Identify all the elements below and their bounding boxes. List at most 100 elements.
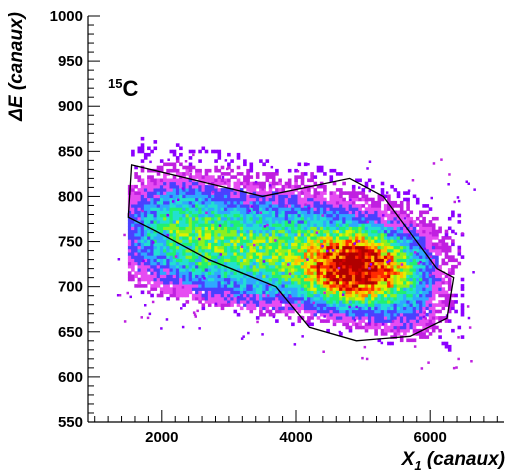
heatmap-cell — [355, 309, 359, 314]
heatmap-cell — [291, 322, 295, 327]
heatmap-cell — [140, 316, 143, 319]
heatmap-cell — [396, 274, 401, 279]
heatmap-cell — [383, 284, 388, 288]
heatmap-cell — [313, 181, 318, 186]
heatmap-cell — [409, 309, 414, 314]
heatmap-cell — [358, 207, 362, 211]
heatmap-cell — [166, 271, 170, 275]
heatmap-cell — [246, 248, 250, 253]
heatmap-cell — [348, 216, 353, 221]
heatmap-cell — [374, 325, 378, 330]
heatmap-cell — [422, 242, 426, 247]
heatmap-cell — [227, 213, 231, 218]
heatmap-cell — [300, 287, 305, 291]
heatmap-cell — [297, 252, 302, 256]
heatmap-cell — [275, 226, 279, 231]
heatmap-cell — [393, 252, 398, 256]
heatmap-cell — [297, 309, 302, 314]
heatmap-cell — [297, 280, 302, 285]
heatmap-cell — [236, 184, 241, 189]
heatmap-cell — [153, 274, 158, 279]
heatmap-cell — [127, 245, 132, 250]
heatmap-cell — [195, 168, 199, 173]
heatmap-cell — [265, 213, 270, 218]
heatmap-cell — [275, 258, 279, 263]
heatmap-cell — [406, 216, 410, 221]
heatmap-cell — [345, 226, 350, 231]
heatmap-cell — [300, 252, 305, 256]
heatmap-cell — [182, 277, 186, 282]
heatmap-cell — [291, 191, 295, 195]
heatmap-cell — [268, 271, 273, 275]
heatmap-cell — [204, 226, 209, 231]
heatmap-cell — [441, 277, 446, 282]
heatmap-cell — [278, 309, 282, 314]
heatmap-cell — [431, 242, 436, 247]
heatmap-cell — [207, 213, 212, 218]
heatmap-cell — [271, 204, 276, 208]
heatmap-cell — [198, 191, 202, 195]
heatmap-cell — [179, 213, 183, 218]
heatmap-cell — [204, 236, 209, 240]
heatmap-cell — [243, 184, 247, 189]
heatmap-cell — [239, 232, 244, 237]
heatmap-cell — [281, 236, 286, 240]
heatmap-cell — [371, 306, 375, 311]
heatmap-cell — [159, 207, 164, 211]
heatmap-cell — [172, 213, 177, 218]
heatmap-cell — [163, 162, 167, 167]
heatmap-cell — [211, 188, 215, 192]
heatmap-cell — [387, 274, 391, 279]
heatmap-cell — [367, 255, 372, 259]
heatmap-cell — [271, 216, 276, 221]
heatmap-cell — [239, 280, 244, 285]
heatmap-cell — [326, 271, 330, 275]
heatmap-cell — [227, 271, 231, 275]
heatmap-cell — [153, 181, 158, 186]
heatmap-cell — [319, 287, 324, 291]
heatmap-cell — [422, 210, 426, 215]
heatmap-cell — [332, 252, 337, 256]
heatmap-cell — [140, 184, 145, 189]
heatmap-cell — [207, 242, 212, 247]
heatmap-cell — [246, 181, 250, 186]
heatmap-cell — [287, 200, 292, 205]
heatmap-cell — [367, 213, 372, 218]
heatmap-cell — [297, 236, 302, 240]
heatmap-cell — [329, 175, 334, 179]
heatmap-cell — [438, 280, 442, 285]
heatmap-cell — [377, 284, 382, 288]
heatmap-cell — [396, 268, 401, 272]
heatmap-cell — [220, 239, 225, 243]
heatmap-cell — [175, 252, 180, 256]
heatmap-cell — [451, 213, 455, 218]
heatmap-cell — [355, 268, 359, 272]
heatmap-cell — [415, 293, 420, 298]
heatmap-cell — [435, 284, 439, 288]
heatmap-cell — [329, 200, 334, 205]
heatmap-cell — [371, 264, 375, 269]
heatmap-cell — [172, 188, 177, 192]
heatmap-cell — [175, 191, 180, 195]
heatmap-cell — [237, 296, 240, 299]
heatmap-cell — [294, 296, 298, 301]
heatmap-cell — [313, 271, 318, 275]
heatmap-cell — [422, 300, 426, 304]
heatmap-cell — [425, 204, 430, 208]
heatmap-cell — [214, 178, 218, 183]
heatmap-cell — [163, 236, 167, 240]
heatmap-cell — [470, 360, 473, 363]
heatmap-cell — [383, 245, 388, 250]
heatmap-cell — [406, 290, 410, 295]
heatmap-cell — [364, 232, 369, 237]
heatmap-cell — [147, 248, 151, 253]
heatmap-cell — [403, 322, 407, 327]
heatmap-cell — [428, 303, 433, 307]
heatmap-cell — [159, 255, 164, 259]
heatmap-cell — [387, 303, 391, 307]
heatmap-cell — [147, 274, 151, 279]
heatmap-cell — [195, 280, 199, 285]
heatmap-cell — [374, 204, 378, 208]
heatmap-cell — [431, 319, 436, 323]
heatmap-cell — [406, 293, 410, 298]
